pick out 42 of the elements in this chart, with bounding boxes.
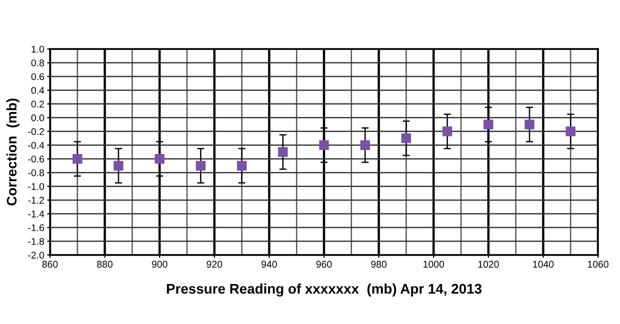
- x-tick-label: 980: [371, 260, 387, 268]
- point: [360, 140, 370, 150]
- point: [72, 154, 82, 164]
- y-tick-label: 0.2: [31, 100, 44, 108]
- y-tick-label: 0.4: [31, 86, 44, 94]
- y-tick-label: -1.8: [28, 238, 44, 245]
- point: [196, 160, 206, 171]
- x-axis-title: Pressure Reading of xxxxxxx (mb) Apr 14, 2013: [166, 284, 482, 297]
- point: [442, 126, 452, 136]
- point: [114, 160, 124, 171]
- y-tick-label: -0.8: [28, 169, 44, 176]
- x-tick-label: 880: [97, 260, 113, 268]
- y-tick-label: 0.0: [31, 114, 44, 122]
- point: [154, 154, 164, 164]
- y-tick-label: -1.2: [28, 196, 44, 204]
- point: [278, 147, 288, 157]
- y-tick-label: 1.0: [32, 46, 44, 53]
- point: [401, 133, 412, 144]
- y-tick-label: -0.6: [28, 156, 44, 162]
- y-tick-label: 0.6: [31, 73, 44, 80]
- y-tick-label: -1.0: [28, 183, 44, 190]
- x-tick-label: 860: [42, 260, 58, 268]
- point: [319, 140, 329, 150]
- point: [566, 126, 576, 136]
- x-tick-label: 960: [316, 260, 332, 268]
- x-tick-label: 1040: [533, 260, 554, 268]
- y-tick-label: -0.2: [28, 128, 44, 136]
- x-tick-label: 1000: [424, 260, 444, 268]
- x-tick-label: 900: [152, 260, 168, 268]
- y-axis-title: Correction (mb): [6, 98, 20, 206]
- point: [236, 160, 247, 171]
- y-tick-label: -1.4: [28, 210, 44, 218]
- point: [524, 120, 534, 130]
- x-tick-label: 1020: [478, 260, 499, 268]
- y-tick-label: -1.6: [28, 224, 44, 232]
- x-tick-label: 940: [262, 260, 277, 268]
- point: [484, 120, 494, 130]
- x-tick-label: 1060: [588, 260, 608, 268]
- y-tick-label: 0.8: [31, 59, 44, 66]
- x-tick-label: 920: [206, 260, 222, 268]
- y-tick-label: -0.4: [28, 142, 44, 149]
- y-tick-label: -2.0: [28, 252, 44, 259]
